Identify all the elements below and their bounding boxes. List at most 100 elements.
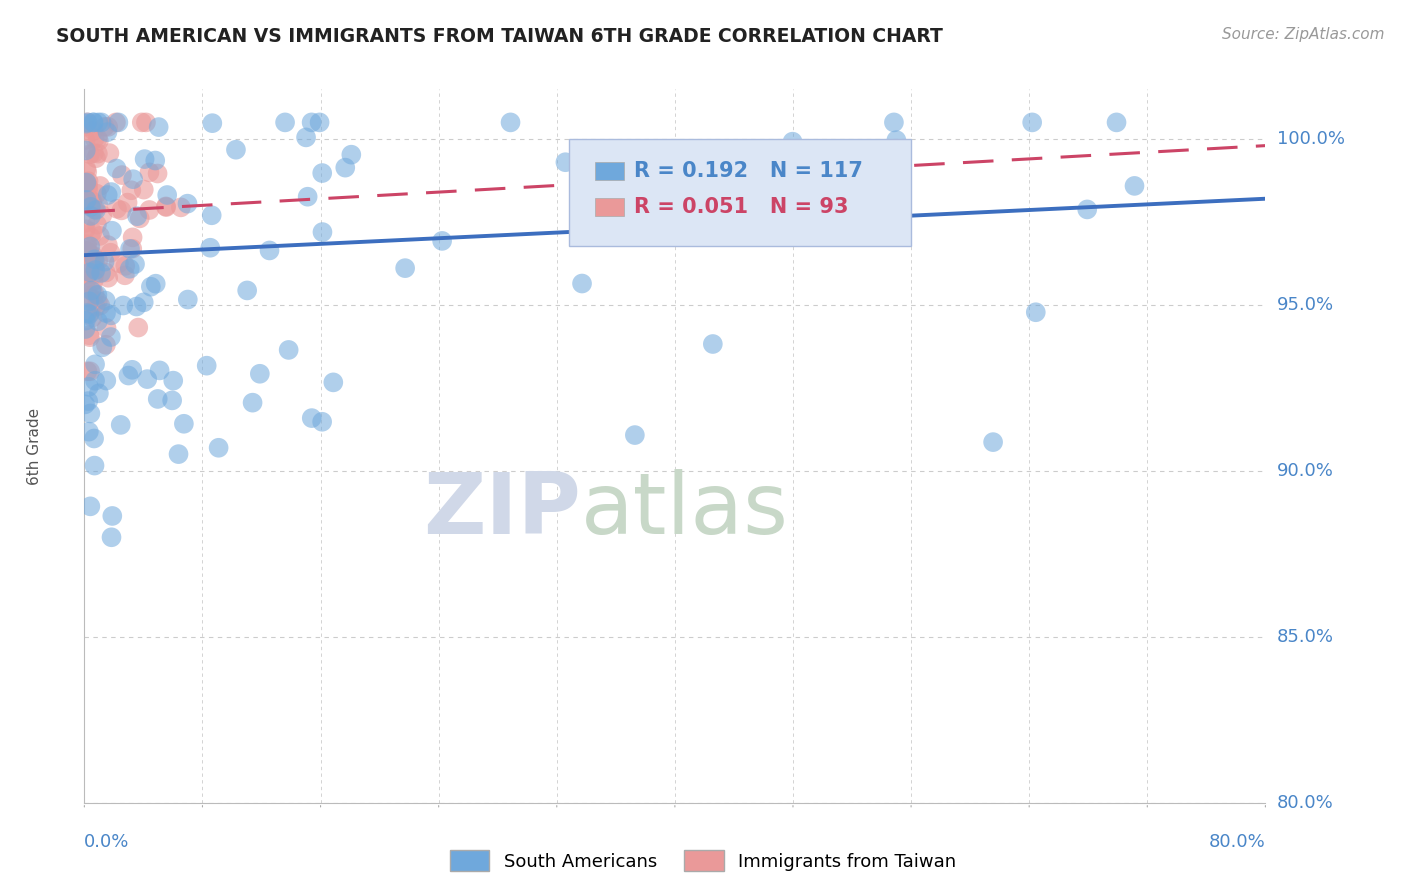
Point [75, 274, 97, 288]
Point [100, 309, 122, 323]
Point [73, 247, 96, 261]
Point [77, 266, 100, 280]
Point [138, 202, 160, 217]
Point [160, 393, 183, 408]
Text: R = 0.192   N = 117: R = 0.192 N = 117 [634, 161, 862, 181]
Point [297, 190, 319, 204]
Point [136, 372, 159, 386]
Point [79, 265, 101, 279]
Point [75, 322, 97, 336]
Point [145, 277, 167, 291]
Point [207, 441, 229, 455]
Point [82, 253, 104, 268]
Point [80, 284, 103, 298]
Point [135, 115, 157, 129]
Point [308, 115, 330, 129]
Point [782, 135, 804, 149]
Point [94, 293, 117, 308]
Point [97, 188, 120, 202]
Text: 0.0%: 0.0% [84, 833, 129, 851]
Point [83, 131, 105, 145]
Point [139, 279, 162, 293]
Point [83, 252, 105, 267]
Point [430, 234, 453, 248]
Point [79, 147, 101, 161]
Point [87, 253, 110, 268]
Point [75, 222, 97, 236]
Point [176, 196, 198, 211]
Point [96, 125, 118, 139]
Point [155, 199, 177, 213]
Text: 6th Grade: 6th Grade [27, 408, 42, 484]
Point [89, 178, 111, 193]
Point [77, 179, 100, 194]
Point [79, 305, 101, 319]
Point [77, 183, 100, 197]
Point [90, 266, 112, 280]
Point [75, 133, 97, 147]
Point [100, 330, 122, 344]
Point [201, 208, 224, 222]
Text: 85.0%: 85.0% [1277, 628, 1333, 646]
Point [82, 310, 104, 325]
Point [82, 248, 104, 262]
Point [91, 340, 114, 354]
Point [101, 224, 124, 238]
Point [132, 295, 155, 310]
Point [100, 245, 122, 260]
Point [335, 161, 357, 175]
Point [886, 133, 908, 147]
Point [82, 115, 104, 129]
Point [195, 359, 218, 373]
Point [84, 374, 107, 388]
Point [76, 115, 98, 129]
Point [82, 194, 104, 209]
Point [77, 380, 100, 394]
Point [277, 343, 299, 357]
Point [84, 202, 107, 217]
Point [76, 244, 98, 259]
Text: atlas: atlas [581, 468, 789, 552]
Point [143, 153, 166, 168]
Point [93, 254, 115, 268]
Point [98, 146, 121, 161]
Point [96, 374, 118, 388]
Point [79, 307, 101, 321]
Legend: South Americans, Immigrants from Taiwan: South Americans, Immigrants from Taiwan [443, 843, 963, 879]
Point [87, 198, 110, 212]
Point [134, 152, 156, 166]
Point [83, 274, 105, 288]
Point [75, 144, 97, 158]
Point [75, 161, 97, 176]
Point [82, 282, 104, 296]
Point [571, 277, 593, 291]
Point [499, 115, 522, 129]
FancyBboxPatch shape [595, 162, 624, 180]
Point [131, 115, 153, 129]
Point [117, 195, 139, 210]
Point [311, 225, 333, 239]
Text: ZIP: ZIP [423, 468, 581, 552]
Point [322, 376, 344, 390]
Point [981, 435, 1004, 450]
Point [86, 288, 108, 302]
Point [80, 193, 103, 207]
Point [225, 143, 247, 157]
Text: SOUTH AMERICAN VS IMMIGRANTS FROM TAIWAN 6TH GRADE CORRELATION CHART: SOUTH AMERICAN VS IMMIGRANTS FROM TAIWAN… [56, 27, 943, 45]
Point [97, 270, 120, 285]
Point [101, 508, 124, 523]
FancyBboxPatch shape [595, 198, 624, 216]
Point [87, 115, 110, 129]
Point [100, 530, 122, 544]
Point [73, 120, 96, 134]
Point [80, 248, 103, 262]
Point [702, 337, 724, 351]
Point [84, 151, 107, 165]
Point [118, 261, 141, 276]
Point [75, 216, 97, 230]
Point [122, 172, 145, 186]
Point [112, 298, 135, 312]
Point [79, 243, 101, 257]
Point [295, 130, 318, 145]
Point [84, 255, 107, 269]
